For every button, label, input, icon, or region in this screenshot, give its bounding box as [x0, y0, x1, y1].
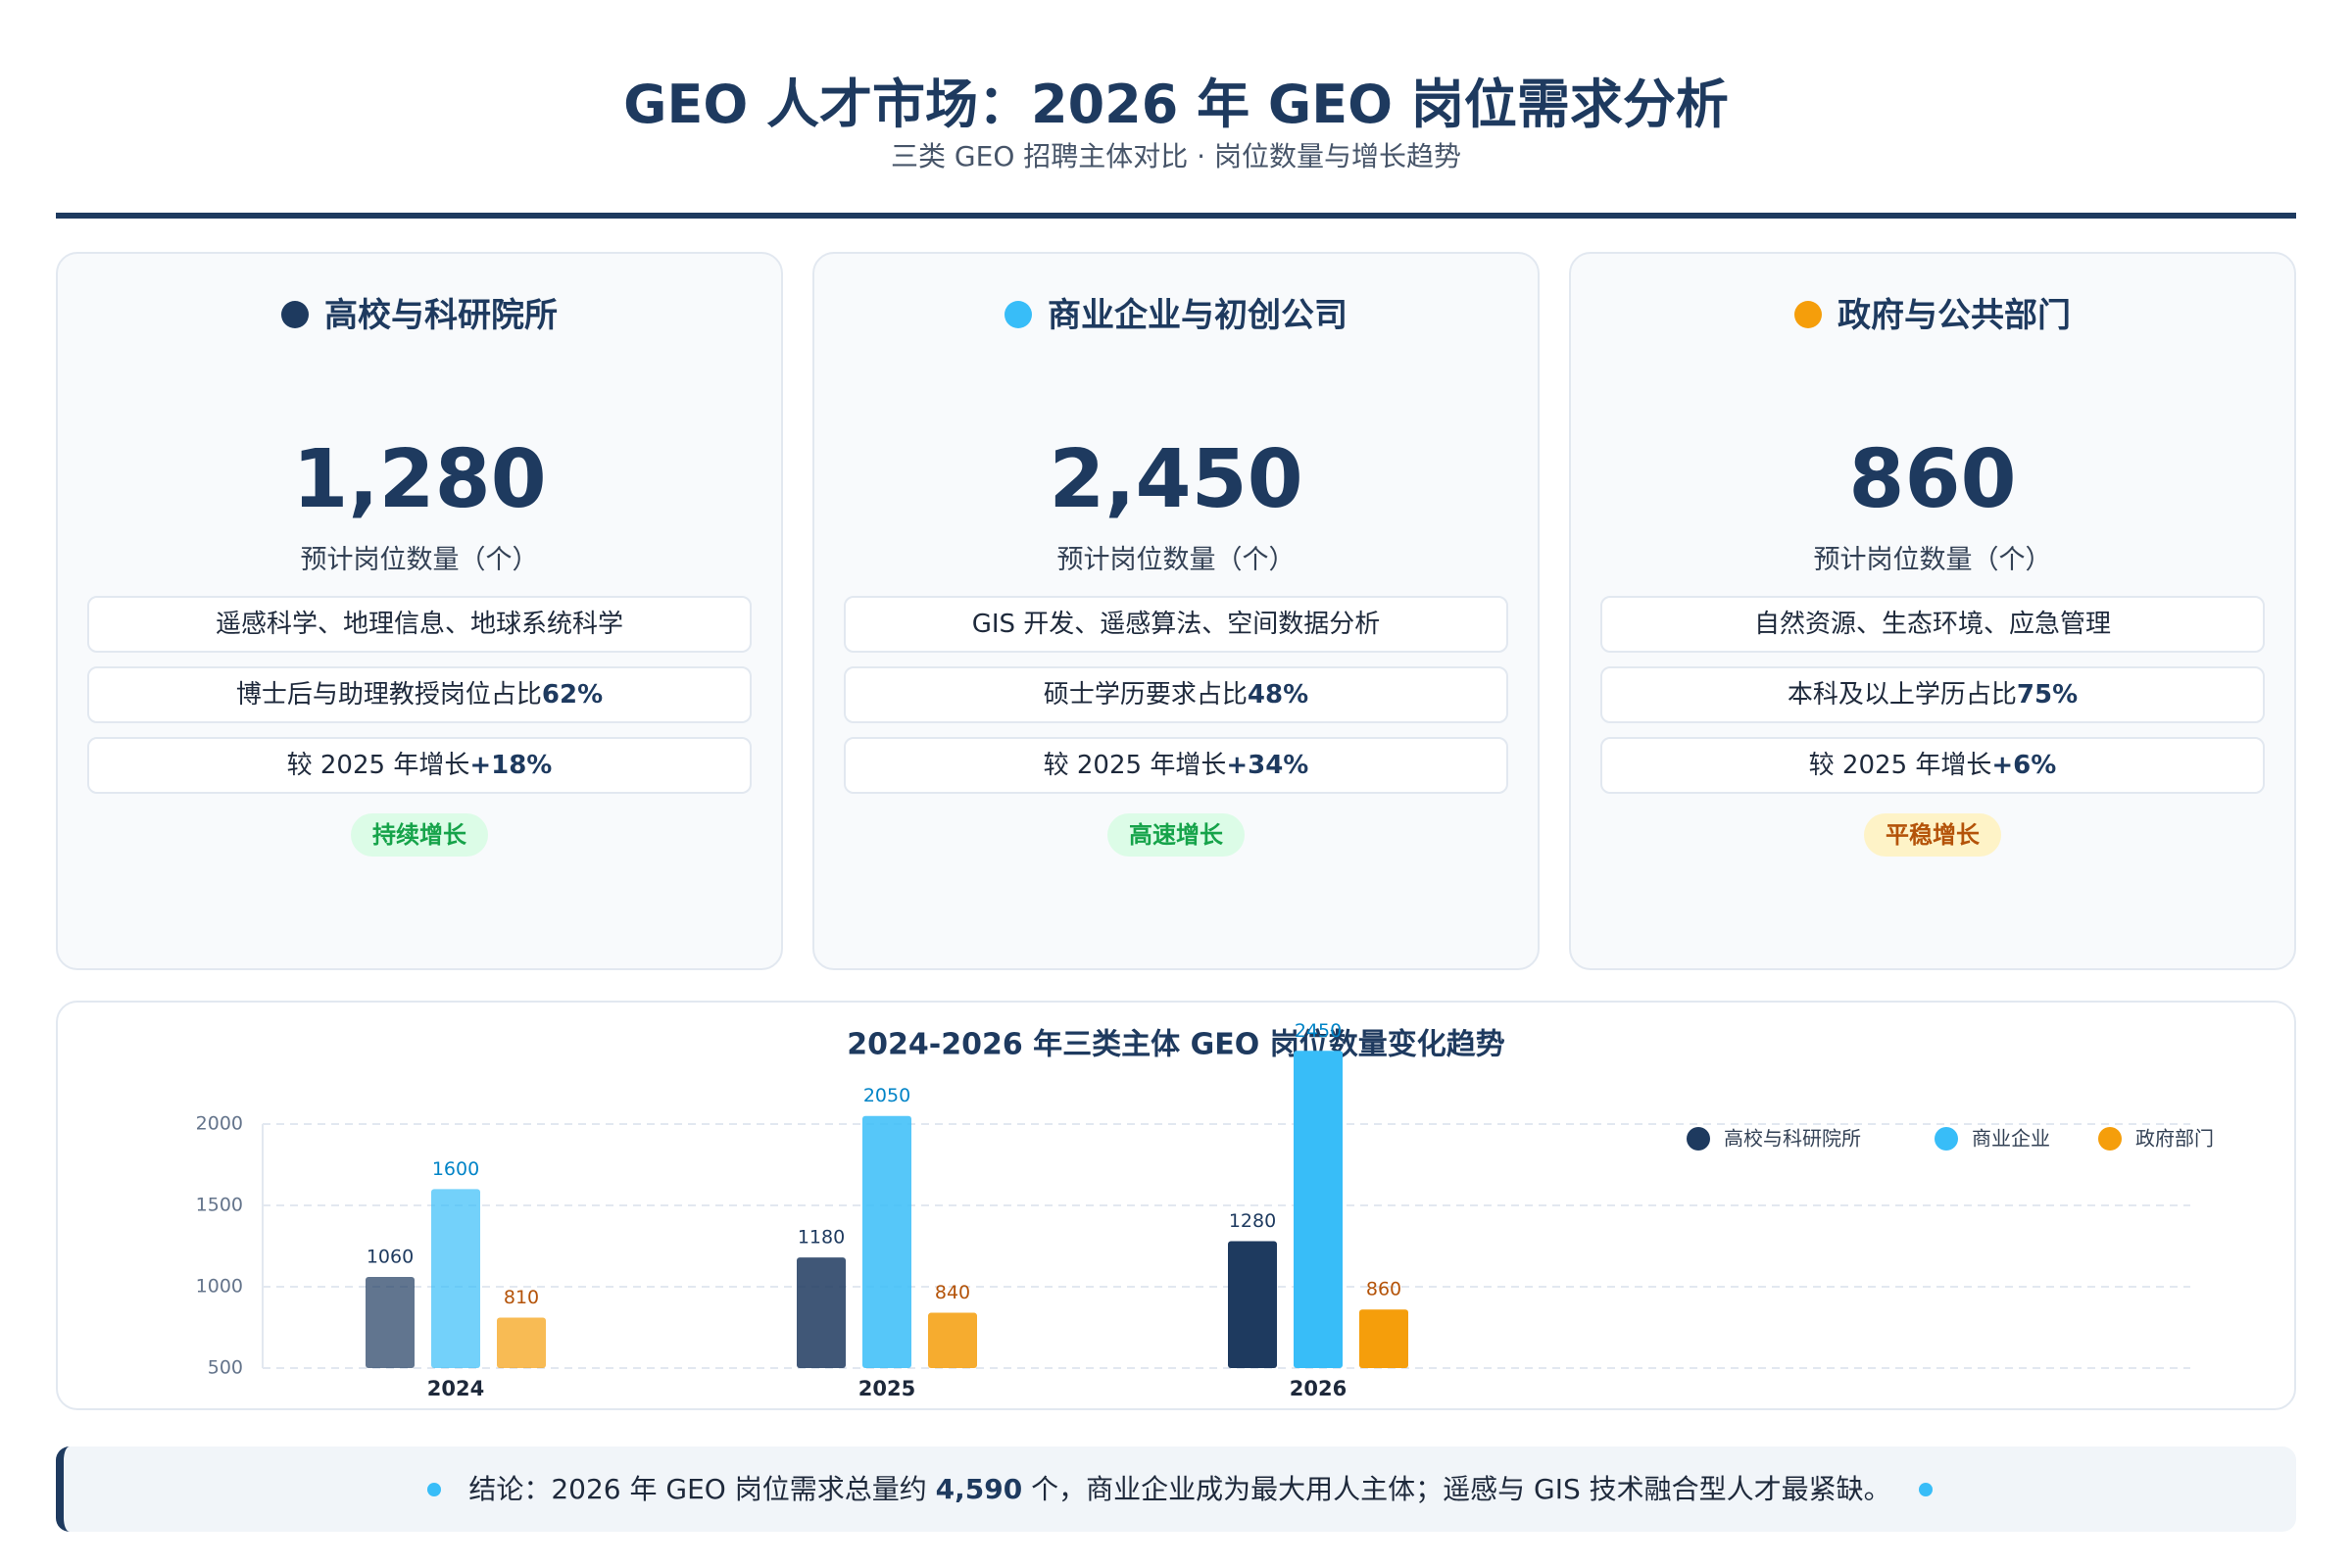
card-title: 商业企业与初创公司 — [814, 288, 1538, 336]
legend-swatch — [1935, 1127, 1958, 1151]
bar — [1228, 1241, 1277, 1368]
bar — [862, 1115, 911, 1368]
row-text: 较 2025 年增长 — [1043, 751, 1227, 780]
conclusion-text: 结论：2026 年 GEO 岗位需求总量约 — [468, 1473, 936, 1505]
bar — [497, 1317, 546, 1368]
card-row: 遥感科学、地理信息、地球系统科学 — [87, 596, 752, 653]
badge: 持续增长 — [351, 813, 488, 857]
y-tick-label: 1000 — [196, 1276, 243, 1298]
row-em: +34% — [1226, 751, 1309, 780]
row-text: GIS 开发、遥感算法、空间数据分析 — [971, 610, 1381, 639]
value-label: 840 — [935, 1282, 970, 1303]
y-tick-label: 2000 — [196, 1113, 243, 1135]
x-tick-label: 2024 — [427, 1377, 484, 1400]
value-label: 2450 — [1295, 1020, 1342, 1042]
card: 商业企业与初创公司 2,450 预计岗位数量（个） GIS 开发、遥感算法、空间… — [812, 252, 1540, 970]
legend-label: 政府部门 — [2135, 1127, 2214, 1151]
bar — [1359, 1309, 1408, 1368]
row-text: 博士后与助理教授岗位占比 — [235, 680, 542, 710]
card-title: 高校与科研院所 — [58, 288, 781, 336]
card-row: 本科及以上学历占比75% — [1600, 666, 2265, 723]
card-row: 较 2025 年增长+18% — [87, 737, 752, 794]
row-em: 48% — [1247, 680, 1309, 710]
legend-swatch — [2098, 1127, 2122, 1151]
badge: 高速增长 — [1107, 813, 1245, 857]
value-label: 1280 — [1229, 1210, 1276, 1232]
bar — [1294, 1051, 1343, 1368]
page-subtitle: 三类 GEO 招聘主体对比 · 岗位数量与增长趋势 — [891, 140, 1461, 172]
value-label: 1180 — [798, 1227, 845, 1249]
value-label: 1600 — [432, 1158, 479, 1180]
card-name: 高校与科研院所 — [324, 296, 558, 335]
row-text: 遥感科学、地理信息、地球系统科学 — [215, 610, 623, 639]
bar — [431, 1189, 480, 1368]
row-em: +18% — [469, 751, 553, 780]
row-text: 较 2025 年增长 — [286, 751, 470, 780]
card-caption: 预计岗位数量（个） — [1813, 545, 2052, 575]
chart-title: 2024-2026 年三类主体 GEO 岗位数量变化趋势 — [847, 1028, 1504, 1062]
conclusion-text: 个，商业企业成为最大用人主体；遥感与 GIS 技术融合型人才最紧缺。 — [1022, 1473, 1891, 1505]
bar — [797, 1257, 846, 1368]
legend-label: 高校与科研院所 — [1724, 1127, 1861, 1151]
card-row: 较 2025 年增长+34% — [844, 737, 1508, 794]
badge: 平稳增长 — [1864, 813, 2001, 857]
dot — [1004, 301, 1032, 328]
value-label: 1060 — [367, 1247, 414, 1268]
card-caption: 预计岗位数量（个） — [1056, 545, 1296, 575]
row-text: 硕士学历要求占比 — [1043, 680, 1248, 710]
divider — [56, 213, 2296, 219]
value-label: 2050 — [863, 1085, 910, 1106]
bar — [928, 1312, 977, 1368]
card-name: 政府与公共部门 — [1838, 296, 2071, 335]
card-row: GIS 开发、遥感算法、空间数据分析 — [844, 596, 1508, 653]
dot — [427, 1483, 442, 1496]
card-row: 较 2025 年增长+6% — [1600, 737, 2265, 794]
card-number: 860 — [1848, 433, 2017, 526]
card-row: 博士后与助理教授岗位占比62% — [87, 666, 752, 723]
row-text: 较 2025 年增长 — [1808, 751, 1992, 780]
row-em: 75% — [2016, 680, 2079, 710]
page-title: GEO 人才市场：2026 年 GEO 岗位需求分析 — [623, 74, 1729, 135]
row-em: +6% — [1991, 751, 2057, 780]
row-em: 62% — [541, 680, 604, 710]
conclusion-em: 4,590 — [935, 1473, 1023, 1505]
legend-swatch — [1687, 1127, 1710, 1151]
card-name: 商业企业与初创公司 — [1048, 296, 1348, 335]
card-number: 1,280 — [292, 433, 547, 526]
row-text: 本科及以上学历占比 — [1787, 680, 2017, 710]
conclusion: 结论：2026 年 GEO 岗位需求总量约 4,590 个，商业企业成为最大用人… — [56, 1446, 2296, 1532]
row-text: 自然资源、生态环境、应急管理 — [1753, 610, 2111, 639]
dot — [1918, 1483, 1933, 1496]
card-number: 2,450 — [1049, 433, 1303, 526]
dot — [1794, 301, 1822, 328]
legend-label: 商业企业 — [1972, 1127, 2050, 1151]
y-tick-label: 1500 — [196, 1195, 243, 1216]
dot — [281, 301, 309, 328]
card-row: 自然资源、生态环境、应急管理 — [1600, 596, 2265, 653]
card: 高校与科研院所 1,280 预计岗位数量（个） 遥感科学、地理信息、地球系统科学… — [56, 252, 783, 970]
value-label: 860 — [1366, 1279, 1401, 1300]
card: 政府与公共部门 860 预计岗位数量（个） 自然资源、生态环境、应急管理 本科及… — [1569, 252, 2296, 970]
x-tick-label: 2025 — [858, 1377, 915, 1400]
card-title: 政府与公共部门 — [1571, 288, 2294, 336]
value-label: 810 — [504, 1287, 539, 1308]
x-tick-label: 2026 — [1290, 1377, 1347, 1400]
card-row: 硕士学历要求占比48% — [844, 666, 1508, 723]
bar — [366, 1277, 415, 1368]
card-caption: 预计岗位数量（个） — [300, 545, 539, 575]
y-tick-label: 500 — [208, 1357, 243, 1379]
